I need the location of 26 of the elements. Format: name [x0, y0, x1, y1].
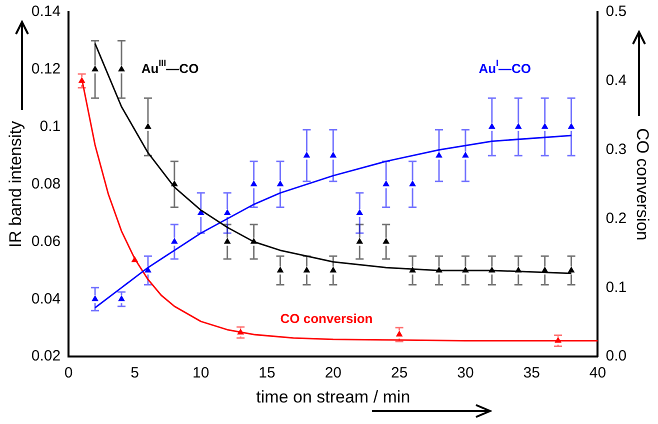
y2-tick-label: 0.0: [606, 348, 627, 365]
x-tick-label: 10: [192, 364, 210, 382]
y2-tick-label: 0.5: [606, 3, 627, 20]
x-tick-label: 40: [589, 364, 606, 382]
x-tick-label: 35: [523, 364, 540, 382]
y-tick-label: 0.02: [31, 348, 61, 365]
y2-tick-label: 0.3: [606, 140, 627, 158]
x-tick-label: 25: [390, 364, 408, 382]
series-label: CO conversion: [280, 310, 373, 326]
x-tick-label: 30: [457, 364, 474, 382]
x-tick-label: 20: [324, 364, 342, 382]
y-axis-title: IR band intensity: [6, 120, 25, 248]
y2-tick-label: 0.2: [606, 210, 627, 227]
y-tick-label: 0.08: [31, 175, 61, 192]
y2-axis-title: CO conversion: [633, 128, 652, 241]
y-tick-label: 0.14: [31, 3, 61, 20]
y2-tick-label: 0.1: [606, 278, 627, 296]
y-tick-label: 0.12: [31, 60, 61, 78]
x-tick-label: 5: [130, 364, 139, 382]
y-tick-label: 0.04: [31, 290, 61, 308]
x-tick-label: 15: [258, 364, 276, 382]
y-tick-label: 0.06: [31, 232, 61, 250]
y-tick-label: 0.1: [40, 118, 61, 136]
x-axis-title: time on stream / min: [256, 387, 410, 406]
y2-tick-label: 0.4: [606, 72, 627, 90]
x-tick-label: 0: [64, 364, 73, 382]
